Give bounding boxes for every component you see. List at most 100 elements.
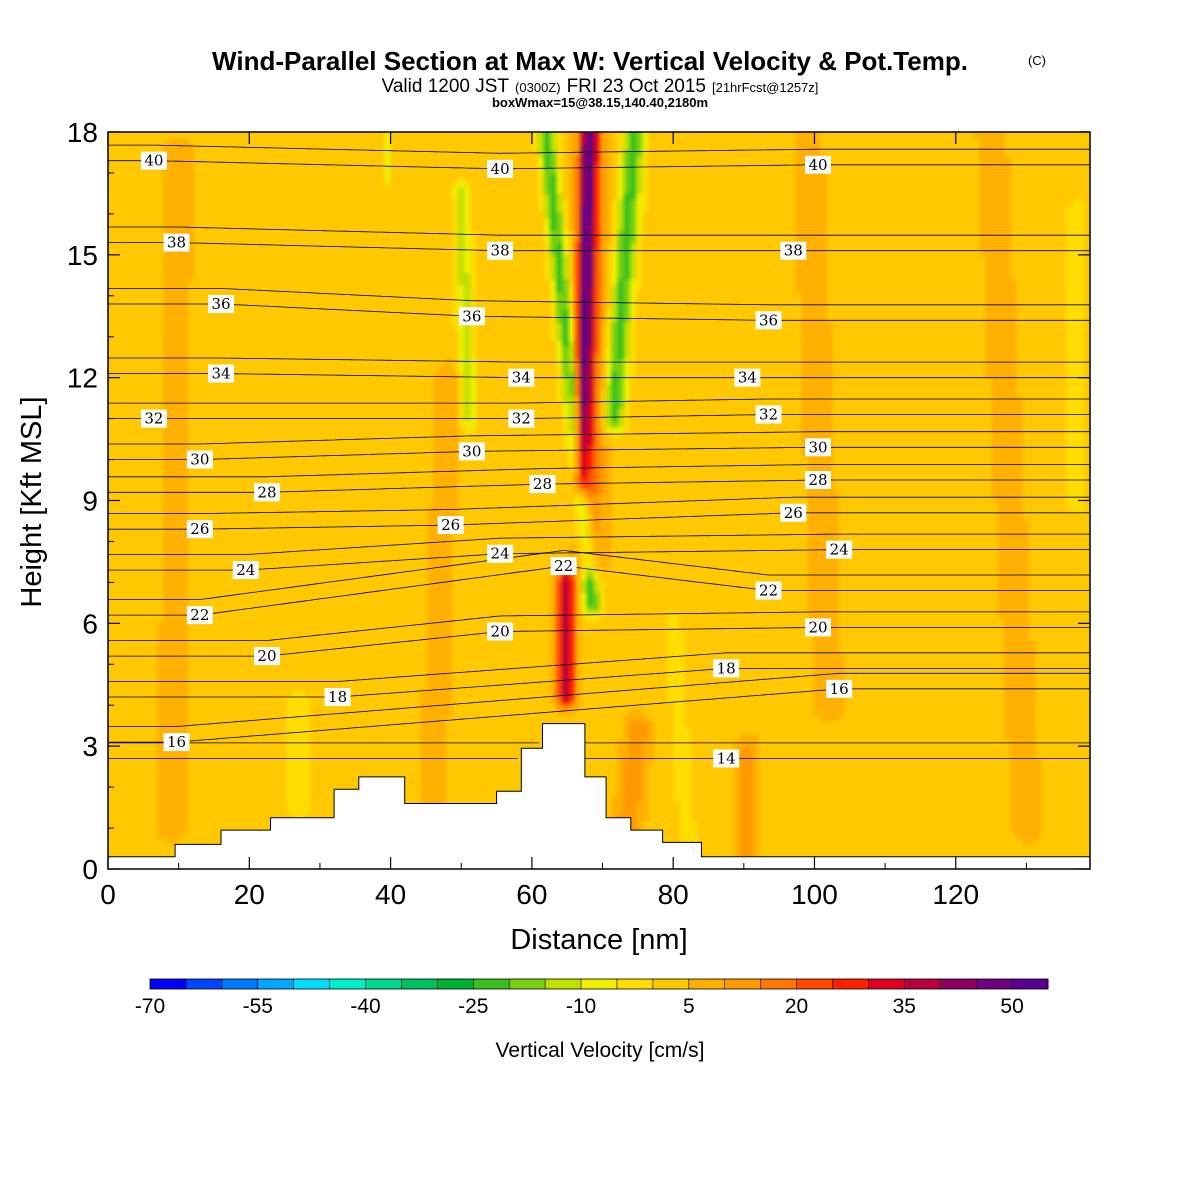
contour-label-bg: [163, 733, 190, 752]
x-tick-label: 40: [375, 879, 406, 910]
y-tick-label: 15: [67, 240, 98, 271]
colorbar-tick-label: 50: [1000, 995, 1023, 1018]
contour-label-text: 20: [491, 623, 510, 641]
contour-label-28: 28: [253, 483, 280, 502]
contour-label-text: 22: [554, 557, 573, 575]
colorbar-swatch: [365, 979, 402, 989]
contour-label-28: 28: [529, 475, 556, 494]
contour-label-38: 38: [780, 241, 807, 260]
x-tick-label: 0: [100, 879, 116, 910]
contour-label-text: 36: [462, 307, 481, 325]
contour-label-32: 32: [508, 409, 535, 428]
y-tick-label: 6: [82, 608, 98, 639]
contour-label-24: 24: [826, 540, 853, 559]
theta-isentrope: [108, 414, 1090, 420]
contour-label-18: 18: [713, 659, 740, 678]
contour-label-bg: [208, 364, 235, 383]
contour-label-bg: [487, 241, 514, 260]
contour-label-22: 22: [755, 581, 782, 600]
valid-zulu: (0300Z): [515, 80, 561, 95]
contour-label-bg: [805, 618, 832, 637]
contour-label-text: 18: [717, 659, 736, 677]
contour-label-bg: [826, 540, 853, 559]
contour-label-20: 20: [805, 618, 832, 637]
y-tick-label: 9: [82, 486, 98, 517]
theta-isentrope: [108, 688, 1090, 743]
contour-label-bg: [186, 520, 213, 539]
colorbar-swatch: [688, 979, 726, 989]
copyright-mark: (C): [1028, 53, 1046, 68]
x-tick-label: 20: [234, 879, 265, 910]
contour-label-bg: [508, 409, 535, 428]
colorbar-swatch: [293, 979, 330, 989]
y-tick-label: 3: [82, 731, 98, 762]
contour-label-bg: [208, 294, 235, 313]
contour-label-38: 38: [487, 241, 514, 260]
colorbar-swatch: [1012, 979, 1049, 989]
contour-label-40: 40: [140, 151, 167, 170]
colorbar-swatch: [616, 979, 654, 989]
colorbar-tick-label: 5: [683, 995, 695, 1018]
theta-isentrope: [108, 464, 1090, 478]
y-axis-title: Height [Kft MSL]: [16, 396, 48, 607]
contour-label-bg: [437, 516, 464, 535]
contour-label-text: 26: [190, 520, 209, 538]
colorbar-frame: [149, 978, 1049, 990]
theta-isentrope: [108, 549, 1090, 571]
x-axis-title: Distance [nm]: [510, 924, 687, 956]
contour-label-bg: [324, 688, 351, 707]
contour-label-36: 36: [208, 294, 235, 313]
theta-isentrope: [108, 398, 1090, 404]
contour-label-text: 18: [328, 688, 347, 706]
contour-label-32: 32: [140, 409, 167, 428]
colorbar-tick-label: 35: [893, 995, 916, 1018]
x-tick-label: 120: [932, 879, 979, 910]
contour-label-bg: [713, 749, 740, 768]
contour-label-32: 32: [755, 405, 782, 424]
contour-label-bg: [487, 622, 514, 641]
terrain-profile: [107, 723, 1091, 870]
contour-label-bg: [755, 581, 782, 600]
colorbar-swatch: [976, 979, 1013, 989]
theta-isentrope: [108, 533, 1090, 555]
contour-label-30: 30: [458, 442, 485, 461]
contour-label-text: 38: [491, 242, 510, 260]
contour-label-bg: [780, 241, 807, 260]
y-tick-label: 18: [67, 117, 98, 148]
contour-label-bg: [780, 503, 807, 522]
contour-label-20: 20: [487, 622, 514, 641]
colorbar-swatch: [150, 979, 187, 989]
contour-label-bg: [458, 307, 485, 326]
contour-label-text: 24: [491, 545, 510, 563]
contour-label-text: 38: [167, 234, 186, 252]
colorbar-swatch: [868, 979, 905, 989]
colorbar-swatch: [473, 979, 510, 989]
contour-label-text: 36: [759, 311, 778, 329]
contour-label-bg: [140, 151, 167, 170]
contour-label-34: 34: [734, 368, 761, 387]
contour-label-text: 34: [512, 369, 531, 387]
theta-isentrope: [108, 611, 1090, 641]
theta-isentrope: [108, 496, 1090, 514]
contour-label-text: 30: [190, 451, 209, 469]
contour-label-text: 16: [167, 733, 186, 751]
colorbar-tick-label: -40: [350, 995, 380, 1018]
theta-isentrope: [108, 303, 1090, 321]
contour-label-bg: [529, 475, 556, 494]
contour-label-30: 30: [805, 438, 832, 457]
colorbar-swatch: [904, 979, 941, 989]
contour-label-36: 36: [755, 311, 782, 330]
contour-label-text: 22: [759, 582, 778, 600]
plot-area: 40 40 40 38 38 38 36 36 36 34 34 34 32 32 32 30 30 30 28 28…: [107, 131, 1091, 870]
valid-prefix: Valid 1200 JST: [382, 76, 510, 97]
contour-label-26: 26: [186, 520, 213, 539]
chart-title: Wind-Parallel Section at Max W: Vertical…: [212, 46, 968, 76]
x-tick-label: 100: [791, 879, 838, 910]
theta-isentrope: [108, 160, 1090, 170]
theta-isentrope: [108, 144, 1090, 154]
colorbar-swatch: [509, 979, 546, 989]
contour-label-bg: [253, 483, 280, 502]
contour-label-20: 20: [253, 647, 280, 666]
contour-label-text: 26: [784, 504, 803, 522]
contour-label-38: 38: [163, 233, 190, 252]
